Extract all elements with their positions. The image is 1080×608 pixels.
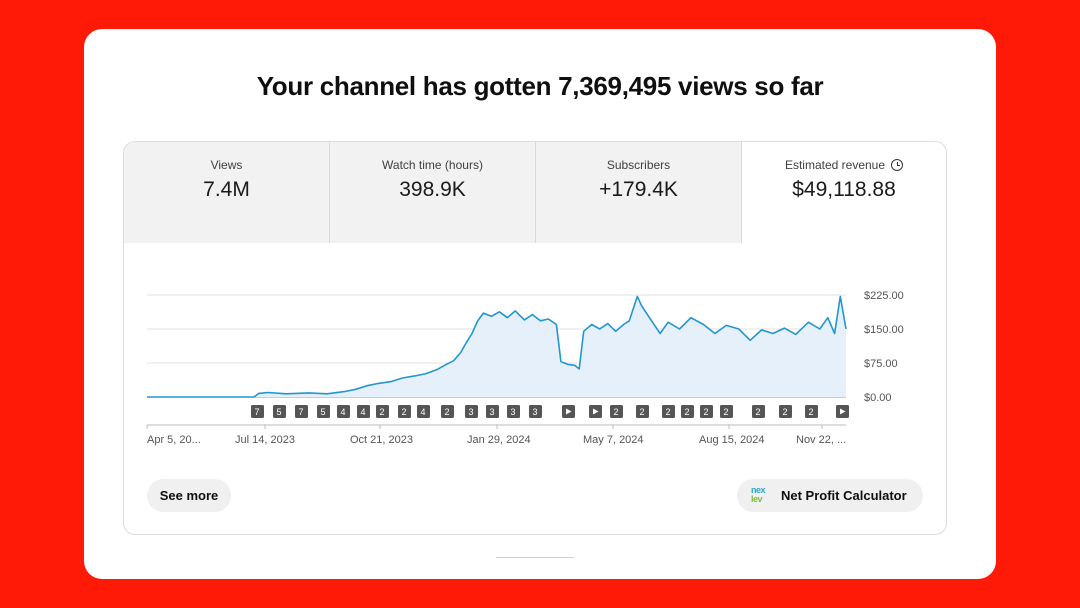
video-marker-count: 7 [254,407,259,417]
tab-views-label: Views [210,158,243,172]
analytics-panel: Views 7.4M Watch time (hours) 398.9K Sub… [123,141,947,535]
tab-revenue-label-row: Estimated revenue [742,158,946,172]
video-marker [295,405,308,418]
tab-estimated-revenue[interactable]: Estimated revenue $49,118.88 [742,142,946,243]
video-marker [357,405,370,418]
y-tick-label: $225.00 [864,290,904,302]
see-more-button[interactable]: See more [147,479,231,512]
revenue-chart: $225.00 $150.00 $75.00 $0.00 7 5 7 5 4 4 2 2 4 2 3 3 3 3 2… [146,290,904,446]
video-marker [317,405,330,418]
metric-tabs: Views 7.4M Watch time (hours) 398.9K Sub… [124,142,946,243]
video-marker [465,405,478,418]
video-marker-count: 2 [782,407,787,417]
video-marker [681,405,694,418]
video-marker [417,405,430,418]
x-tick-label: May 7, 2024 [583,434,644,446]
x-tick-label: Nov 22, ... [796,434,846,446]
video-marker [251,405,264,418]
x-tick-label: Jul 14, 2023 [235,434,295,446]
net-profit-calculator-button[interactable]: nex lev Net Profit Calculator [737,479,923,512]
video-marker-count: 2 [755,407,760,417]
tab-subscribers[interactable]: Subscribers +179.4K [536,142,742,243]
video-marker-count: 3 [532,407,537,417]
video-marker [752,405,765,418]
video-marker-count: 4 [420,407,425,417]
video-marker [273,405,286,418]
play-icon [566,408,572,415]
tab-subscribers-value: +179.4K [599,178,678,201]
video-marker-count: 4 [360,407,365,417]
page-title: Your channel has gotten 7,369,495 views … [256,71,824,101]
video-marker-count: 2 [613,407,618,417]
video-marker [662,405,675,418]
tab-watch-time[interactable]: Watch time (hours) 398.9K [330,142,536,243]
video-marker-count: 2 [379,407,384,417]
y-tick-label: $75.00 [864,358,898,370]
play-icon [593,408,599,415]
video-marker [700,405,713,418]
x-tick-label: Apr 5, 20... [147,434,201,446]
video-marker [636,405,649,418]
video-marker-count: 4 [340,407,345,417]
video-marker [720,405,733,418]
video-marker-count: 3 [489,407,494,417]
video-marker [376,405,389,418]
drag-handle [496,557,574,558]
video-marker-count: 5 [320,407,325,417]
tab-revenue-label: Estimated revenue [784,158,886,172]
play-icon [840,408,846,415]
tab-revenue-value: $49,118.88 [792,178,896,201]
video-marker-count: 2 [808,407,813,417]
nexlev-logo-icon: nex lev [751,485,766,504]
video-marker-count: 2 [639,407,644,417]
tab-subscribers-label: Subscribers [606,158,671,172]
video-marker-count: 3 [468,407,473,417]
clock-icon[interactable] [891,159,904,171]
video-marker-count: 2 [703,407,708,417]
video-marker-count: 2 [665,407,670,417]
video-marker [337,405,350,418]
video-marker [398,405,411,418]
video-marker [441,405,454,418]
series-area [147,296,846,397]
video-marker [610,405,623,418]
video-marker-count: 5 [276,407,281,417]
video-marker [507,405,520,418]
video-marker-count: 7 [298,407,303,417]
x-tick-label: Oct 21, 2023 [350,434,413,446]
tab-watch-time-value: 398.9K [399,178,466,201]
video-marker-count: 2 [444,407,449,417]
video-marker [486,405,499,418]
y-tick-label: $0.00 [864,392,892,404]
stats-card: Your channel has gotten 7,369,495 views … [84,29,996,579]
net-profit-calculator-label: Net Profit Calculator [781,488,907,503]
x-tick-label: Jan 29, 2024 [467,434,531,446]
video-marker-count: 2 [401,407,406,417]
video-marker-count: 2 [723,407,728,417]
video-marker [805,405,818,418]
series-line [147,295,847,398]
video-marker [529,405,542,418]
video-marker-count: 2 [684,407,689,417]
tab-views-value: 7.4M [203,178,250,201]
y-tick-label: $150.00 [864,324,904,336]
tab-watch-time-label: Watch time (hours) [382,158,483,172]
x-tick-label: Aug 15, 2024 [699,434,764,446]
video-marker [779,405,792,418]
video-marker-count: 3 [510,407,515,417]
tab-views[interactable]: Views 7.4M [124,142,330,243]
